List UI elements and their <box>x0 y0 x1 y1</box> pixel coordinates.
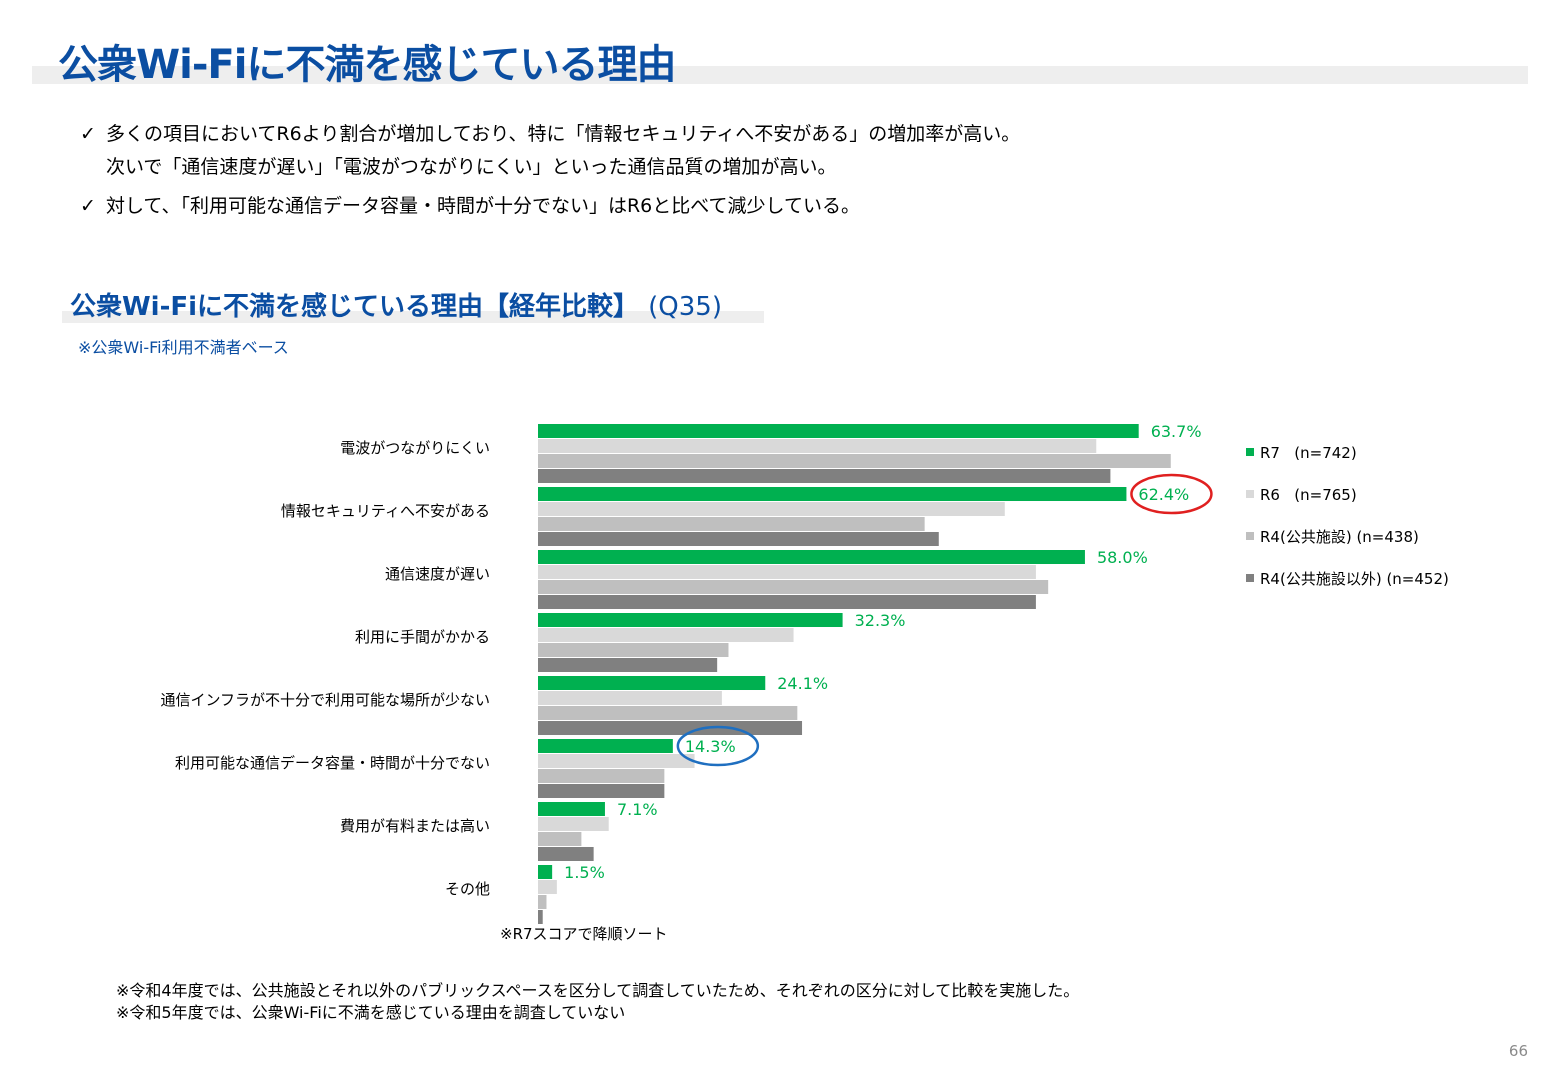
bar-r6 <box>538 691 722 705</box>
check-icon: ✓ <box>80 195 96 217</box>
data-label: 32.3% <box>855 611 906 630</box>
legend-label: R4(公共施設以外) <box>1260 570 1382 588</box>
legend-label: R7 <box>1260 444 1280 462</box>
bar-r4-other <box>538 784 665 798</box>
title-underline-band <box>32 66 1528 84</box>
data-label: 63.7% <box>1151 422 1202 441</box>
bar-r4-other <box>538 469 1111 483</box>
footnote: ※令和4年度では、公共施設とそれ以外のパブリックスペースを区分して調査していたた… <box>116 981 1080 1000</box>
bar-r6 <box>538 628 794 642</box>
bar-r4-other <box>538 532 939 546</box>
bar-r6 <box>538 502 1005 516</box>
bar-r7 <box>538 865 553 879</box>
chart-legend: R7 (n=742) R6 (n=765) R4(公共施設) (n=438) R… <box>1246 443 1449 611</box>
bar-r7 <box>538 487 1127 501</box>
sort-note: ※R7スコアで降順ソート <box>500 925 668 943</box>
category-label: 利用に手間がかかる <box>355 628 490 646</box>
chart-title: 公衆Wi-Fiに不満を感じている理由【経年比較】 (Q35) <box>70 286 722 323</box>
data-label: 1.5% <box>564 863 605 882</box>
data-label: 14.3% <box>685 737 736 756</box>
bar-r7 <box>538 550 1085 564</box>
bar-r4-other <box>538 910 543 924</box>
bar-r4-other <box>538 721 803 735</box>
bar-r6 <box>538 880 557 894</box>
data-label: 58.0% <box>1097 548 1148 567</box>
bar-r7 <box>538 613 843 627</box>
legend-item-r7: R7 (n=742) <box>1246 443 1449 485</box>
legend-n: (n=765) <box>1294 486 1357 504</box>
data-label: 24.1% <box>777 674 828 693</box>
legend-label: R6 <box>1260 486 1280 504</box>
legend-n: (n=452) <box>1386 570 1449 588</box>
bar-r7 <box>538 676 766 690</box>
bar-r4-public <box>538 517 925 531</box>
legend-swatch <box>1246 448 1254 456</box>
data-label: 62.4% <box>1138 485 1189 504</box>
category-label: 電波がつながりにくい <box>340 439 490 457</box>
bar-r4-public <box>538 706 798 720</box>
check-icon: ✓ <box>80 123 96 145</box>
bar-r4-public <box>538 580 1049 594</box>
subtitle-underline-band <box>62 311 764 323</box>
highlight-ellipse <box>1130 473 1213 515</box>
bar-r6 <box>538 817 609 831</box>
bullet-text: 対して、「利用可能な通信データ容量・時間が十分でない」はR6と比べて減少している… <box>106 195 860 217</box>
summary-bullets: ✓ 多くの項目においてR6より割合が増加しており、特に「情報セキュリティへ不安があ… <box>80 118 1020 229</box>
legend-item-r6: R6 (n=765) <box>1246 485 1449 527</box>
legend-item-r4-other: R4(公共施設以外) (n=452) <box>1246 569 1449 611</box>
bullet-item: ✓ 対して、「利用可能な通信データ容量・時間が十分でない」はR6と比べて減少してい… <box>80 190 1020 223</box>
category-label: 利用可能な通信データ容量・時間が十分でない <box>175 754 490 772</box>
bar-r4-public <box>538 454 1171 468</box>
bar-r4-public <box>538 832 582 846</box>
category-label: 通信速度が遅い <box>385 565 490 583</box>
bar-r4-other <box>538 595 1036 609</box>
bar-r6 <box>538 754 695 768</box>
legend-swatch <box>1246 532 1254 540</box>
bar-r4-public <box>538 643 729 657</box>
data-label: 7.1% <box>617 800 658 819</box>
bar-r4-other <box>538 658 718 672</box>
legend-item-r4-public: R4(公共施設) (n=438) <box>1246 527 1449 569</box>
legend-n: (n=742) <box>1294 444 1357 462</box>
footnote: ※令和5年度では、公衆Wi-Fiに不満を感じている理由を調査していない <box>116 1003 626 1022</box>
bullet-item: ✓ 多くの項目においてR6より割合が増加しており、特に「情報セキュリティへ不安があ… <box>80 118 1020 184</box>
page-number: 66 <box>1508 1042 1528 1060</box>
category-label: 費用が有料または高い <box>340 817 490 835</box>
legend-swatch <box>1246 574 1254 582</box>
bullet-text-continued: 次いで「通信速度が遅い」「電波がつながりにくい」といった通信品質の増加が高い。 <box>106 156 837 178</box>
bar-r4-public <box>538 895 547 909</box>
bar-chart: 電波がつながりにくい 63.7% 情報セキュリティへ不安がある 62.4% 通信速度が遅… <box>160 422 1213 924</box>
category-label: その他 <box>445 880 490 898</box>
bar-r4-other <box>538 847 594 861</box>
chart-question-code: (Q35) <box>648 292 722 322</box>
base-note: ※公衆Wi-Fi利用不満者ベース <box>78 338 289 357</box>
footnotes: ※令和4年度では、公共施設とそれ以外のパブリックスペースを区分して調査していたた… <box>116 980 1079 1024</box>
chart-title-main: 公衆Wi-Fiに不満を感じている理由【経年比較】 <box>70 292 640 322</box>
bar-r6 <box>538 565 1036 579</box>
legend-swatch <box>1246 490 1254 498</box>
bar-r6 <box>538 439 1097 453</box>
bar-r7 <box>538 424 1139 438</box>
bar-r7 <box>538 739 673 753</box>
bar-r4-public <box>538 769 665 783</box>
bullet-text: 多くの項目においてR6より割合が増加しており、特に「情報セキュリティへ不安がある… <box>106 123 1021 145</box>
highlight-ellipse <box>676 725 760 767</box>
legend-label: R4(公共施設) <box>1260 528 1352 546</box>
category-label: 通信インフラが不十分で利用可能な場所が少ない <box>160 691 490 709</box>
legend-n: (n=438) <box>1356 528 1419 546</box>
page-title: 公衆Wi-Fiに不満を感じている理由 <box>58 42 676 88</box>
bar-r7 <box>538 802 605 816</box>
category-label: 情報セキュリティへ不安がある <box>281 502 490 520</box>
